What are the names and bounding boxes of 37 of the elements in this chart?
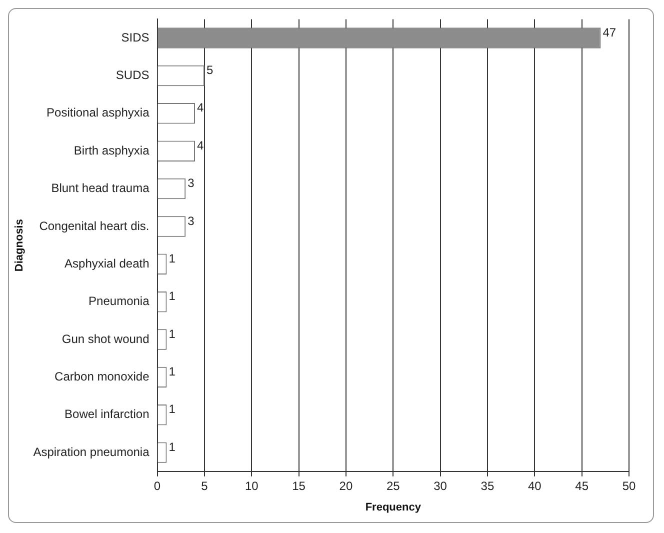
y-tick-label: SIDS (121, 30, 150, 44)
y-tick-label: Aspiration pneumonia (33, 444, 150, 459)
data-label: 5 (206, 63, 214, 78)
data-label: 3 (188, 214, 195, 228)
y-tick-label: SUDS (116, 68, 150, 82)
y-tick-label: Gun shot wound (62, 332, 150, 346)
y-tick-label: Asphyxial death (64, 256, 150, 270)
y-tick-label: Bowel infarction (64, 407, 150, 422)
x-tick-label: 40 (528, 478, 542, 493)
x-tick-label: 0 (154, 478, 161, 493)
x-tick-label: 25 (386, 478, 400, 493)
data-label: 1 (168, 402, 176, 416)
y-tick-label: Blunt head trauma (51, 181, 150, 196)
data-label: 3 (188, 176, 195, 190)
data-label: 1 (168, 364, 176, 379)
x-tick-label: 20 (339, 478, 353, 493)
data-label: 1 (168, 326, 176, 341)
y-axis-title: Diagnosis (14, 219, 26, 272)
x-tick-label: 30 (434, 478, 448, 493)
x-tick-label: 10 (244, 478, 259, 493)
data-label: 4 (197, 138, 204, 152)
y-tick-label: Congenital heart dis. (39, 218, 150, 233)
data-label: 1 (168, 251, 176, 266)
x-tick-label: 15 (292, 478, 306, 493)
data-label: 1 (168, 289, 176, 304)
x-tick-label: 50 (622, 478, 636, 493)
data-label: 1 (168, 440, 176, 454)
x-tick-label: 35 (480, 478, 494, 493)
y-tick-label: Positional asphyxia (46, 106, 150, 120)
x-axis-title: Frequency (365, 501, 422, 514)
data-label: 4 (197, 100, 204, 115)
y-tick-label: Carbon monoxide (54, 370, 150, 384)
y-tick-label: Pneumonia (88, 294, 150, 308)
y-tick-label: Birth asphyxia (74, 143, 150, 158)
data-label: 47 (602, 25, 616, 40)
x-tick-label: 45 (575, 478, 589, 493)
x-tick-label: 5 (201, 478, 208, 493)
